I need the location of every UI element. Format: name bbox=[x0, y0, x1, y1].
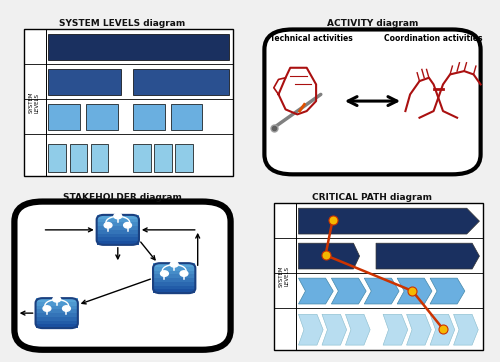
Bar bbox=[176, 143, 193, 172]
Bar bbox=[96, 233, 139, 237]
Text: SYSTEM
LEVELS: SYSTEM LEVELS bbox=[29, 92, 40, 113]
Bar bbox=[36, 324, 78, 328]
Circle shape bbox=[180, 271, 188, 276]
Polygon shape bbox=[430, 278, 465, 304]
Polygon shape bbox=[454, 314, 478, 345]
FancyBboxPatch shape bbox=[264, 29, 480, 174]
Bar bbox=[48, 143, 66, 172]
Text: SYSTEM LEVELS diagram: SYSTEM LEVELS diagram bbox=[60, 20, 186, 29]
Circle shape bbox=[170, 262, 178, 267]
Bar bbox=[153, 278, 196, 282]
Bar bbox=[154, 143, 172, 172]
Bar bbox=[36, 313, 78, 317]
Text: Technical activities: Technical activities bbox=[270, 34, 353, 43]
Circle shape bbox=[114, 213, 122, 219]
Bar bbox=[153, 267, 196, 271]
Polygon shape bbox=[298, 208, 480, 234]
Bar bbox=[48, 104, 80, 130]
Polygon shape bbox=[376, 243, 480, 269]
Polygon shape bbox=[364, 278, 399, 304]
Bar bbox=[133, 104, 165, 130]
Text: SYSTEM
LEVELS: SYSTEM LEVELS bbox=[279, 266, 290, 287]
Bar bbox=[133, 70, 230, 95]
Polygon shape bbox=[406, 314, 431, 345]
Bar bbox=[48, 34, 230, 60]
Text: STAKEHOLDER diagram: STAKEHOLDER diagram bbox=[63, 193, 182, 202]
Bar bbox=[133, 143, 150, 172]
Circle shape bbox=[43, 306, 51, 311]
Polygon shape bbox=[298, 314, 323, 345]
Bar bbox=[36, 321, 78, 324]
Bar bbox=[96, 215, 139, 219]
Polygon shape bbox=[332, 278, 366, 304]
Bar bbox=[153, 271, 196, 274]
Text: ACTIVITY diagram: ACTIVITY diagram bbox=[327, 20, 418, 29]
Bar bbox=[91, 143, 108, 172]
Polygon shape bbox=[346, 314, 370, 345]
Text: Coordination activities: Coordination activities bbox=[384, 34, 483, 43]
Polygon shape bbox=[383, 314, 408, 345]
Circle shape bbox=[62, 306, 70, 311]
Circle shape bbox=[160, 271, 168, 276]
Bar bbox=[153, 289, 196, 293]
Polygon shape bbox=[397, 278, 432, 304]
Bar bbox=[86, 104, 118, 130]
Polygon shape bbox=[298, 278, 334, 304]
Bar bbox=[36, 306, 78, 310]
Bar bbox=[96, 222, 139, 226]
Circle shape bbox=[104, 223, 112, 228]
Circle shape bbox=[124, 223, 132, 228]
Bar bbox=[274, 203, 483, 350]
Bar bbox=[153, 282, 196, 286]
Polygon shape bbox=[322, 314, 346, 345]
Bar bbox=[36, 317, 78, 321]
Bar bbox=[24, 29, 233, 176]
Bar bbox=[36, 298, 78, 302]
Bar bbox=[153, 263, 196, 267]
Bar bbox=[96, 241, 139, 245]
Bar bbox=[96, 226, 139, 230]
Text: CRITICAL PATH diagram: CRITICAL PATH diagram bbox=[312, 193, 432, 202]
Polygon shape bbox=[298, 243, 360, 269]
Bar bbox=[96, 230, 139, 233]
Bar bbox=[48, 70, 122, 95]
Bar bbox=[36, 310, 78, 313]
Bar bbox=[153, 286, 196, 289]
Circle shape bbox=[53, 296, 60, 302]
FancyBboxPatch shape bbox=[14, 202, 230, 350]
Bar bbox=[70, 143, 87, 172]
Bar bbox=[96, 219, 139, 222]
Bar bbox=[153, 274, 196, 278]
Bar bbox=[96, 237, 139, 241]
Polygon shape bbox=[430, 314, 455, 345]
Bar bbox=[170, 104, 202, 130]
Bar bbox=[36, 302, 78, 306]
